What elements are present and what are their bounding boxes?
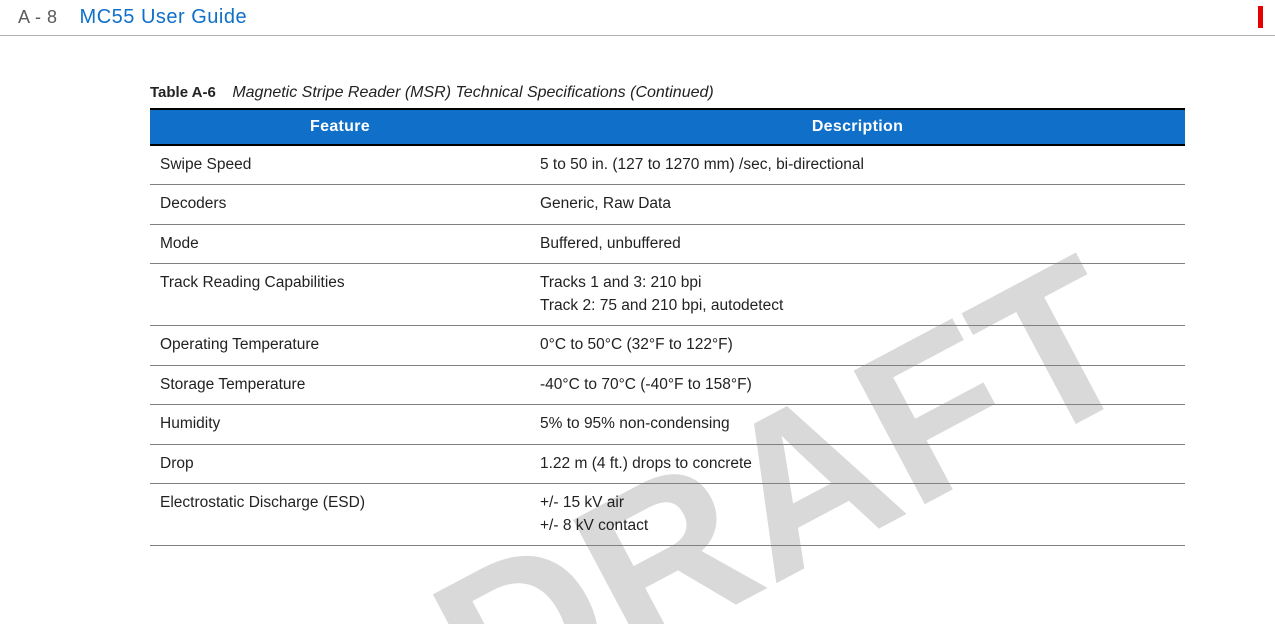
col-header-description: Description xyxy=(530,109,1185,145)
cell-feature: Mode xyxy=(150,224,530,263)
cell-feature: Decoders xyxy=(150,185,530,224)
content-area: Table A-6 Magnetic Stripe Reader (MSR) T… xyxy=(0,36,1275,546)
cell-feature: Track Reading Capabilities xyxy=(150,264,530,326)
spec-table: Feature Description Swipe Speed5 to 50 i… xyxy=(150,108,1185,546)
cell-feature: Drop xyxy=(150,444,530,483)
cell-description: 1.22 m (4 ft.) drops to concrete xyxy=(530,444,1185,483)
cell-feature: Operating Temperature xyxy=(150,326,530,365)
cell-feature: Electrostatic Discharge (ESD) xyxy=(150,484,530,546)
cell-description-line: Tracks 1 and 3: 210 bpi xyxy=(540,272,1175,294)
document-title: MC55 User Guide xyxy=(80,6,248,29)
cell-feature: Humidity xyxy=(150,405,530,444)
table-row: Storage Temperature-40°C to 70°C (-40°F … xyxy=(150,365,1185,404)
table-header-row: Feature Description xyxy=(150,109,1185,145)
caption-label: Table A-6 xyxy=(150,84,216,101)
table-row: ModeBuffered, unbuffered xyxy=(150,224,1185,263)
caption-title: Magnetic Stripe Reader (MSR) Technical S… xyxy=(232,84,713,101)
cell-description: +/- 15 kV air+/- 8 kV contact xyxy=(530,484,1185,546)
col-header-feature: Feature xyxy=(150,109,530,145)
cell-description: 5% to 95% non-condensing xyxy=(530,405,1185,444)
table-row: Drop1.22 m (4 ft.) drops to concrete xyxy=(150,444,1185,483)
cell-description-line: +/- 15 kV air xyxy=(540,492,1175,514)
table-row: Track Reading CapabilitiesTracks 1 and 3… xyxy=(150,264,1185,326)
cell-description: Buffered, unbuffered xyxy=(530,224,1185,263)
table-row: DecodersGeneric, Raw Data xyxy=(150,185,1185,224)
table-row: Operating Temperature0°C to 50°C (32°F t… xyxy=(150,326,1185,365)
table-row: Electrostatic Discharge (ESD)+/- 15 kV a… xyxy=(150,484,1185,546)
cell-description: -40°C to 70°C (-40°F to 158°F) xyxy=(530,365,1185,404)
change-bar-icon xyxy=(1258,6,1263,28)
table-row: Humidity5% to 95% non-condensing xyxy=(150,405,1185,444)
table-row: Swipe Speed5 to 50 in. (127 to 1270 mm) … xyxy=(150,145,1185,185)
cell-description: Tracks 1 and 3: 210 bpiTrack 2: 75 and 2… xyxy=(530,264,1185,326)
table-caption: Table A-6 Magnetic Stripe Reader (MSR) T… xyxy=(150,84,1215,102)
page-header: A - 8 MC55 User Guide xyxy=(0,0,1275,36)
cell-description: 0°C to 50°C (32°F to 122°F) xyxy=(530,326,1185,365)
cell-description: 5 to 50 in. (127 to 1270 mm) /sec, bi-di… xyxy=(530,145,1185,185)
page-number: A - 8 xyxy=(18,7,58,28)
cell-feature: Swipe Speed xyxy=(150,145,530,185)
cell-description-line: +/- 8 kV contact xyxy=(540,515,1175,537)
cell-description: Generic, Raw Data xyxy=(530,185,1185,224)
cell-feature: Storage Temperature xyxy=(150,365,530,404)
cell-description-line: Track 2: 75 and 210 bpi, autodetect xyxy=(540,295,1175,317)
